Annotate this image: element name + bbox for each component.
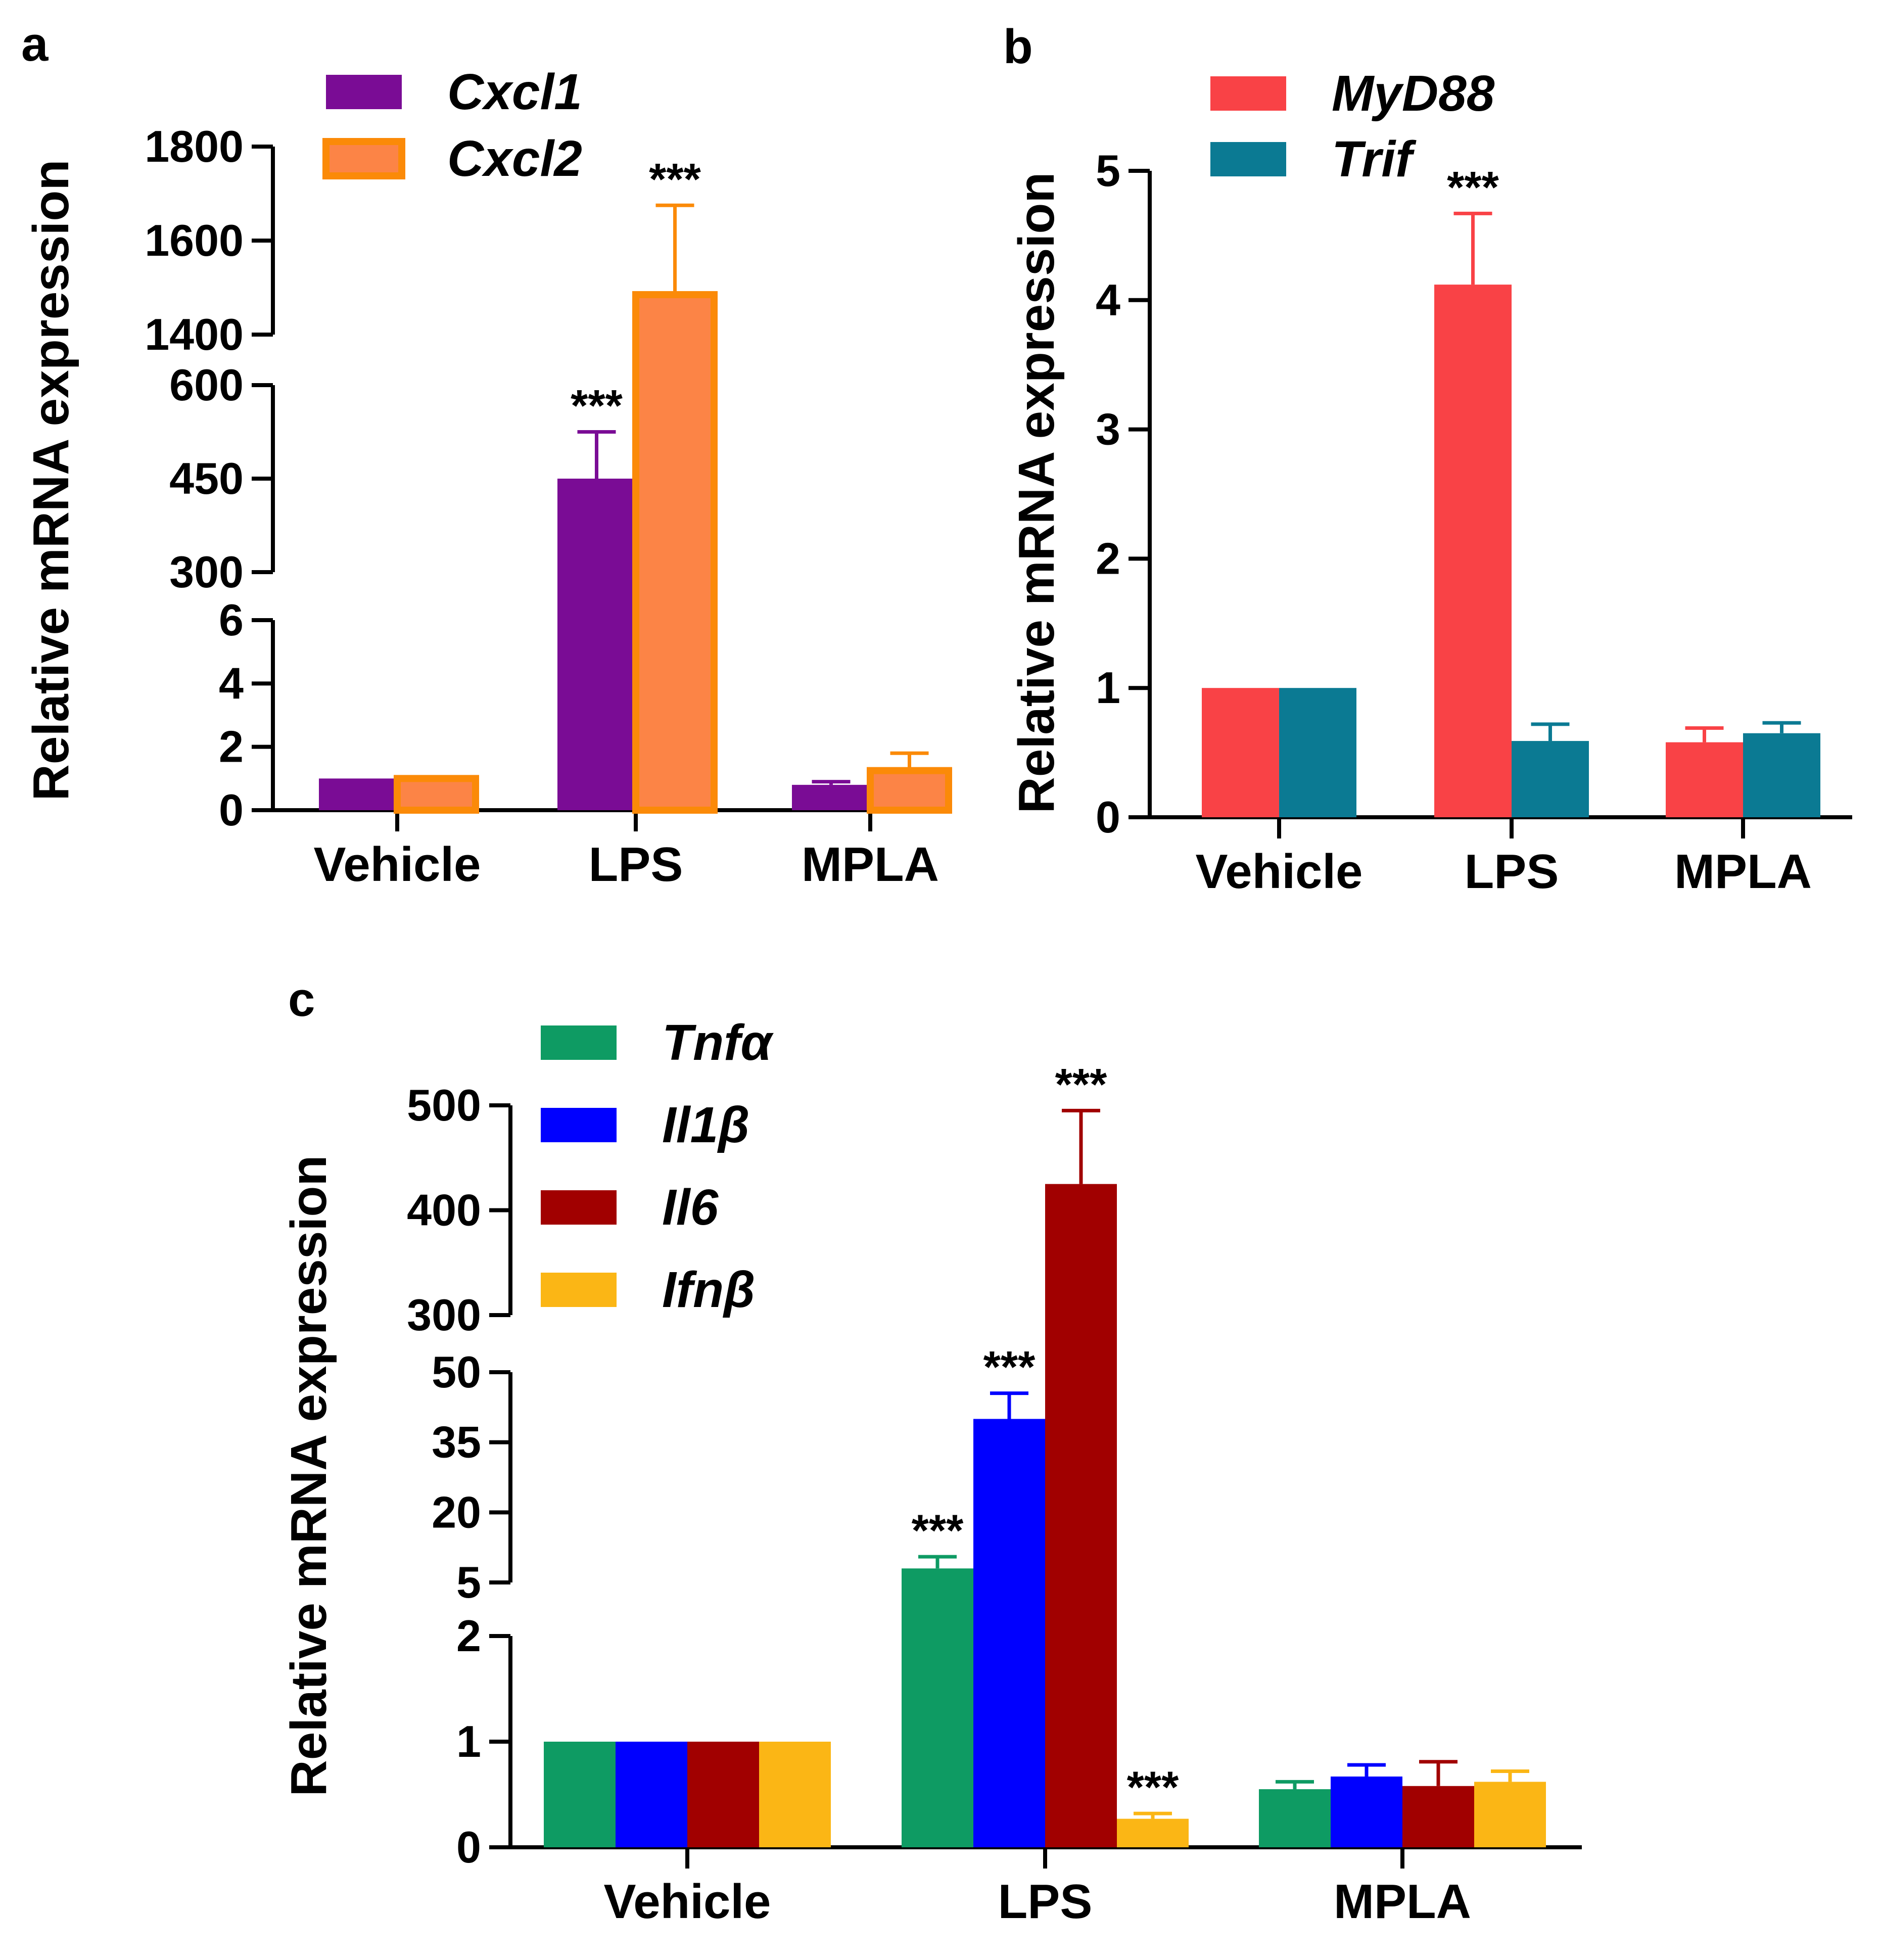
legend-label-cxcl2: Cxcl2 xyxy=(447,130,582,187)
panel-letter: b xyxy=(1003,20,1033,74)
y-tick-label: 35 xyxy=(432,1417,481,1467)
significance-tnfa-lps: *** xyxy=(912,1505,964,1555)
significance-il1b-lps: *** xyxy=(983,1342,1036,1392)
y-tick-label: 5 xyxy=(1096,146,1120,196)
legend-swatch-tnfa xyxy=(541,1025,617,1060)
bar-cxcl2-vehicle xyxy=(394,775,479,814)
panel-letter: c xyxy=(288,972,315,1026)
panel-letter: a xyxy=(21,17,49,71)
bar-il1b-lps xyxy=(973,1419,1045,1847)
y-tick-label: 0 xyxy=(1096,792,1120,842)
bar-trif-mpla xyxy=(1743,733,1820,817)
bar-trif-lps xyxy=(1512,741,1589,817)
legend-label-trif: Trif xyxy=(1332,131,1417,188)
bar-il6-lps xyxy=(1045,1184,1117,1847)
y-tick-label: 1400 xyxy=(145,309,244,359)
x-tick-label: Vehicle xyxy=(314,837,481,892)
y-axis-label: Relative mRNA expression xyxy=(1008,172,1065,814)
y-tick-label: 600 xyxy=(169,360,244,410)
legend-swatch-cxcl2 xyxy=(322,138,405,179)
significance-ifnb-lps: *** xyxy=(1127,1762,1179,1812)
x-tick-label: Vehicle xyxy=(604,1875,771,1929)
legend-label-tnfa: Tnfα xyxy=(662,1014,774,1071)
legend-label-il6: Il6 xyxy=(662,1179,719,1236)
y-tick-label: 50 xyxy=(432,1347,481,1397)
y-tick-label: 400 xyxy=(407,1185,481,1235)
bar-ifnb-vehicle xyxy=(759,1742,831,1847)
y-tick-label: 1 xyxy=(1096,663,1120,713)
y-tick-label: 6 xyxy=(219,595,244,645)
bar-cxcl2-mpla xyxy=(867,767,952,814)
bar-cxcl1-lps xyxy=(557,479,636,810)
x-tick-label: MPLA xyxy=(1674,845,1812,899)
legend-label-il1b: Il1β xyxy=(662,1097,749,1153)
bar-il1b-vehicle xyxy=(616,1742,687,1847)
legend-swatch-ifnb xyxy=(541,1273,617,1307)
legend-swatch-trif xyxy=(1210,142,1286,176)
legend-swatch-cxcl1 xyxy=(326,75,402,109)
y-tick-label: 1 xyxy=(456,1716,481,1766)
legend-label-myd88: MyD88 xyxy=(1332,65,1495,122)
x-tick-label: Vehicle xyxy=(1196,845,1363,899)
bar-tnfa-vehicle xyxy=(544,1742,616,1847)
bar-il1b-mpla xyxy=(1331,1776,1402,1847)
x-tick-label: LPS xyxy=(1465,845,1559,899)
y-tick-label: 3 xyxy=(1096,404,1120,454)
significance-il6-lps: *** xyxy=(1055,1059,1107,1109)
x-tick-label: LPS xyxy=(998,1875,1093,1929)
legend-label-cxcl1: Cxcl1 xyxy=(447,64,582,120)
y-tick-label: 4 xyxy=(219,658,244,708)
y-tick-label: 0 xyxy=(219,785,244,835)
x-tick-label: MPLA xyxy=(802,837,939,892)
bar-myd88-vehicle xyxy=(1202,688,1279,817)
panel-c-chart: c Relative mRNA expression 0 1 25 20 35 50 300 40… xyxy=(280,972,1582,1929)
y-tick-label: 2 xyxy=(456,1611,481,1661)
legend-swatch-il1b xyxy=(541,1108,617,1142)
y-tick-label: 1600 xyxy=(145,215,244,265)
y-axis-label: Relative mRNA expression xyxy=(23,160,79,801)
y-tick-label: 4 xyxy=(1096,275,1120,325)
legend-swatch-il6 xyxy=(541,1190,617,1225)
bar-trif-vehicle xyxy=(1279,688,1356,817)
significance-cxcl2-lps: *** xyxy=(649,154,701,204)
bar-cxcl1-vehicle xyxy=(319,778,397,810)
y-axis-label: Relative mRNA expression xyxy=(280,1155,337,1797)
y-tick-label: 20 xyxy=(432,1487,481,1537)
y-tick-label: 5 xyxy=(456,1557,481,1607)
y-tick-label: 300 xyxy=(169,547,244,597)
bar-cxcl2-lps xyxy=(632,291,718,814)
bar-tnfa-lps xyxy=(902,1568,973,1847)
significance-cxcl1-lps: *** xyxy=(571,381,623,431)
bar-myd88-mpla xyxy=(1666,742,1743,817)
y-tick-label: 1800 xyxy=(145,121,244,171)
y-tick-label: 2 xyxy=(1096,533,1120,583)
y-tick-label: 2 xyxy=(219,722,244,772)
significance-myd88-lps: *** xyxy=(1447,162,1499,212)
y-tick-label: 450 xyxy=(169,453,244,503)
legend-label-ifnb: Ifnβ xyxy=(662,1262,755,1318)
bar-il6-mpla xyxy=(1402,1786,1474,1847)
bar-il6-vehicle xyxy=(687,1742,759,1847)
panel-b-chart: b Relative mRNA expression 0 1 2 3 4 5 Vehicle LP… xyxy=(1003,20,1852,899)
bar-cxcl1-mpla xyxy=(792,784,870,810)
x-tick-label: LPS xyxy=(589,837,683,892)
legend-swatch-myd88 xyxy=(1210,76,1286,111)
bar-ifnb-lps xyxy=(1117,1818,1189,1847)
x-tick-label: MPLA xyxy=(1334,1875,1471,1929)
bar-tnfa-mpla xyxy=(1259,1789,1331,1847)
y-tick-label: 300 xyxy=(407,1290,481,1340)
bar-myd88-lps xyxy=(1434,285,1512,817)
y-tick-label: 500 xyxy=(407,1080,481,1130)
y-tick-label: 0 xyxy=(456,1822,481,1872)
bar-ifnb-mpla xyxy=(1474,1782,1546,1847)
